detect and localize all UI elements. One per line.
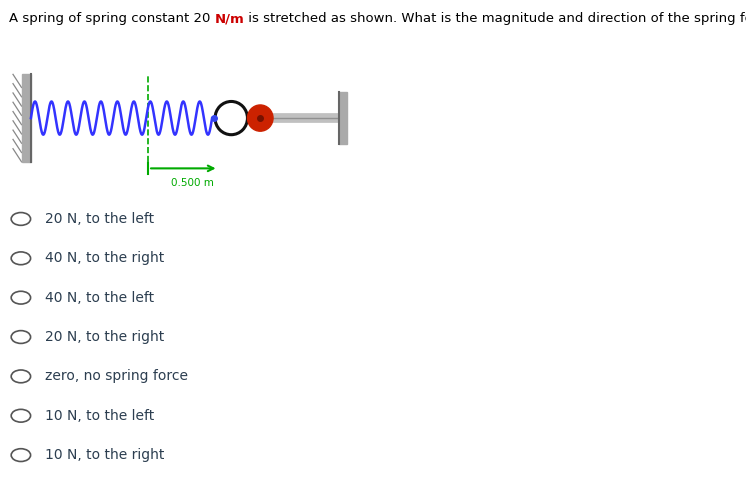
- Text: 10 N, to the right: 10 N, to the right: [45, 448, 164, 462]
- Text: 0.500 m: 0.500 m: [172, 178, 214, 188]
- Bar: [22, 74, 31, 162]
- Circle shape: [248, 105, 273, 131]
- Text: zero, no spring force: zero, no spring force: [45, 369, 188, 383]
- Text: 40 N, to the right: 40 N, to the right: [45, 251, 164, 265]
- Text: A spring of spring constant 20: A spring of spring constant 20: [9, 12, 215, 25]
- Text: N/m: N/m: [215, 12, 245, 25]
- Text: 40 N, to the left: 40 N, to the left: [45, 291, 154, 305]
- Text: 20 N, to the right: 20 N, to the right: [45, 330, 164, 344]
- Text: 20 N, to the left: 20 N, to the left: [45, 212, 154, 226]
- Bar: [339, 92, 347, 144]
- Text: 10 N, to the left: 10 N, to the left: [45, 409, 154, 423]
- Text: is stretched as shown. What is the magnitude and direction of the spring force?: is stretched as shown. What is the magni…: [245, 12, 746, 25]
